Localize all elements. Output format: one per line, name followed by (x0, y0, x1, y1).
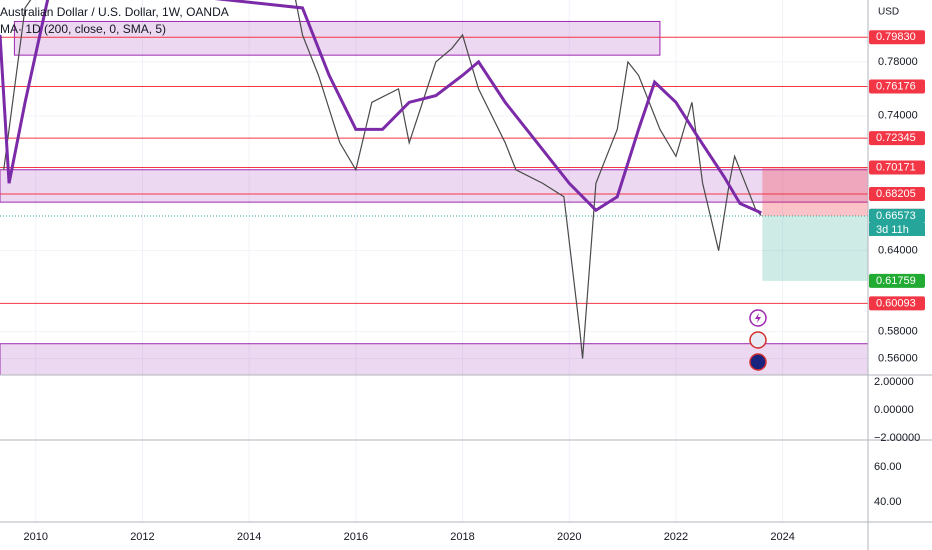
level-badge (869, 30, 925, 45)
series (0, 0, 762, 359)
y-tick-label: 0.56000 (878, 352, 918, 364)
x-tick-label: 2010 (24, 531, 48, 543)
event-icons (749, 309, 767, 371)
target-label: 0.61759 (876, 275, 916, 287)
pane2-tick-label: 2.00000 (874, 376, 914, 388)
x-tick-label: 2020 (557, 531, 581, 543)
level-badge (869, 131, 925, 146)
pane3-tick-label: 40.00 (874, 496, 902, 508)
moving-average (0, 0, 762, 215)
indicator-label: MA· 1D (200, close, 0, SMA, 5) (0, 22, 166, 36)
x-tick-label: 2022 (664, 531, 688, 543)
last-price-label: 0.66573 (876, 210, 916, 222)
y-tick-label: 0.74000 (878, 110, 918, 122)
level-label: 0.76176 (876, 80, 916, 92)
currency: USD (878, 7, 899, 18)
price-line (3, 0, 762, 359)
x-tick-label: 2014 (237, 531, 261, 543)
level-badge (869, 186, 925, 201)
chart-title: Australian Dollar / U.S. Dollar, 1W, OAN… (0, 5, 229, 19)
target-badge (869, 273, 925, 288)
last-price-badge (869, 208, 925, 223)
zone (0, 343, 868, 375)
y-tick-label: 0.64000 (878, 245, 918, 257)
y-tick-label: 0.58000 (878, 325, 918, 337)
target-zone (762, 215, 868, 281)
y-tick-label: 0.78000 (878, 56, 918, 68)
pane3-tick-label: 60.00 (874, 461, 902, 473)
pane2-tick-label: 0.00000 (874, 404, 914, 416)
level-badge (869, 296, 925, 311)
level-label: 0.68205 (876, 188, 916, 200)
x-tick-label: 2024 (770, 531, 794, 543)
axis: 2010 2012 2014 2016 2018 2020 2022 2024 0.78000 0… (24, 30, 925, 543)
zones (0, 20, 868, 375)
pane2-tick-label: −2.00000 (874, 432, 920, 444)
countdown-badge (869, 222, 925, 236)
x-tick-label: 2018 (450, 531, 474, 543)
x-tick-label: 2016 (344, 531, 368, 543)
level-label: 0.60093 (876, 297, 916, 309)
level-label: 0.72345 (876, 132, 916, 144)
countdown: 3d 11h (876, 224, 909, 236)
level-badge (869, 160, 925, 175)
stop-zone (762, 167, 868, 216)
level-badge (869, 79, 925, 94)
level-label: 0.70171 (876, 161, 916, 173)
x-tick-label: 2012 (130, 531, 154, 543)
level-label: 0.79830 (876, 31, 916, 43)
zone (13, 20, 661, 56)
grid (0, 0, 868, 522)
